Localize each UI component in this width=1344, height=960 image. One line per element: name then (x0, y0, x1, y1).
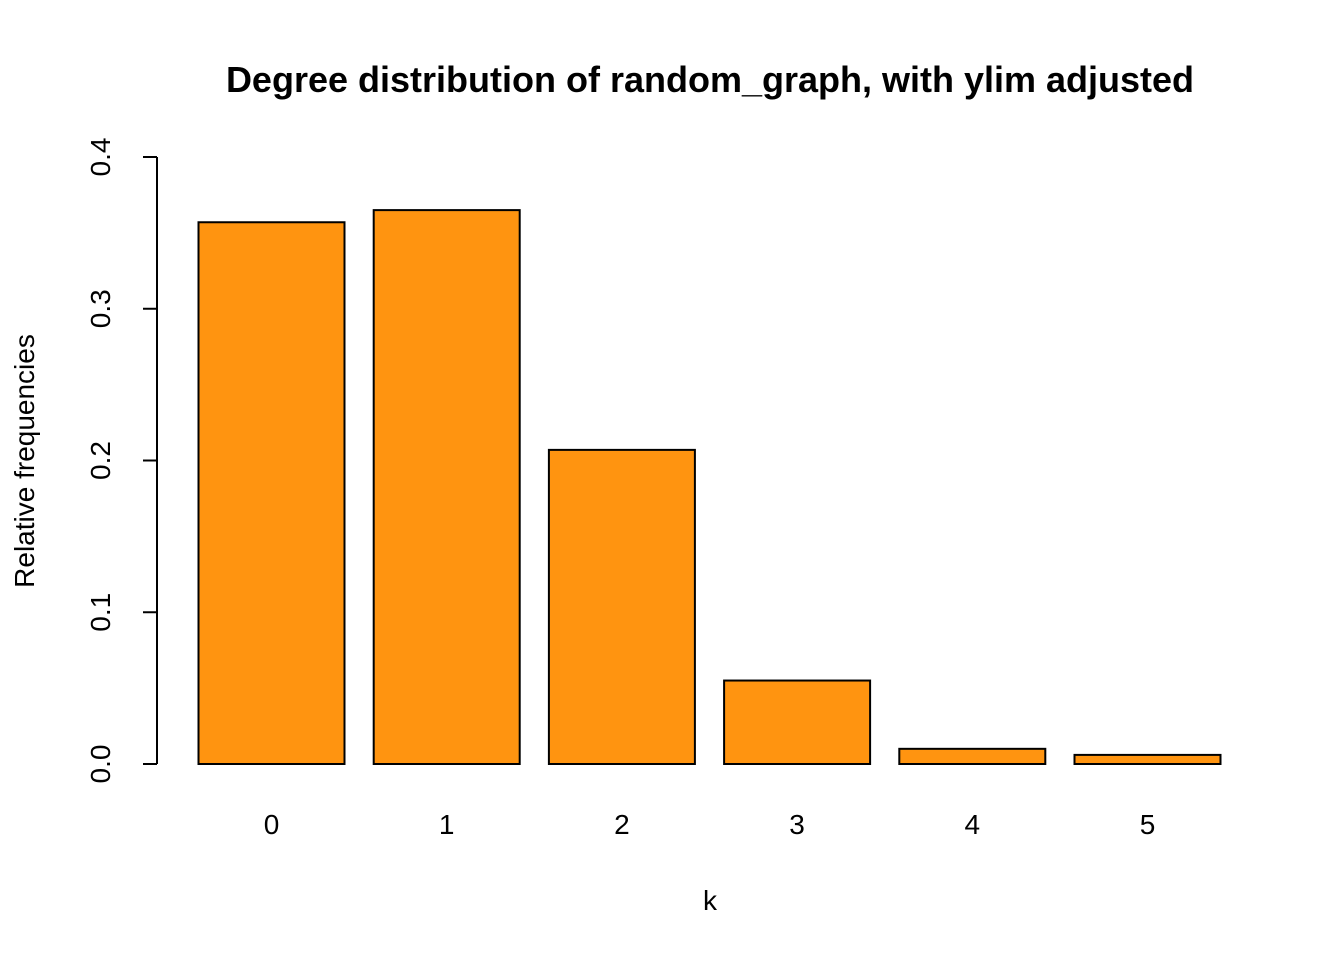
x-tick-labels: 0 1 2 3 4 5 (264, 809, 1156, 840)
bar (1073, 753, 1222, 766)
y-tick-label: 0.1 (85, 593, 116, 632)
y-tick-label: 0.2 (85, 441, 116, 480)
x-tick-label: 1 (439, 809, 455, 840)
bar (197, 221, 346, 765)
chart-title: Degree distribution of random_graph, wit… (226, 59, 1194, 100)
x-tick-label: 5 (1140, 809, 1156, 840)
bar (372, 209, 521, 766)
x-tick-label: 2 (614, 809, 630, 840)
x-tick-label: 0 (264, 809, 280, 840)
y-tick-label: 0.4 (85, 138, 116, 177)
x-axis-label: k (703, 885, 718, 916)
bar (898, 747, 1047, 766)
bars (197, 209, 1222, 766)
y-axis-label: Relative frequencies (9, 334, 40, 588)
x-tick-label: 3 (789, 809, 805, 840)
y-tick-label: 0.0 (85, 745, 116, 784)
bar (723, 679, 872, 765)
x-tick-label: 4 (965, 809, 981, 840)
y-axis: 0.0 0.1 0.2 0.3 0.4 (85, 138, 158, 784)
bar (547, 448, 696, 765)
y-tick-label: 0.3 (85, 289, 116, 328)
